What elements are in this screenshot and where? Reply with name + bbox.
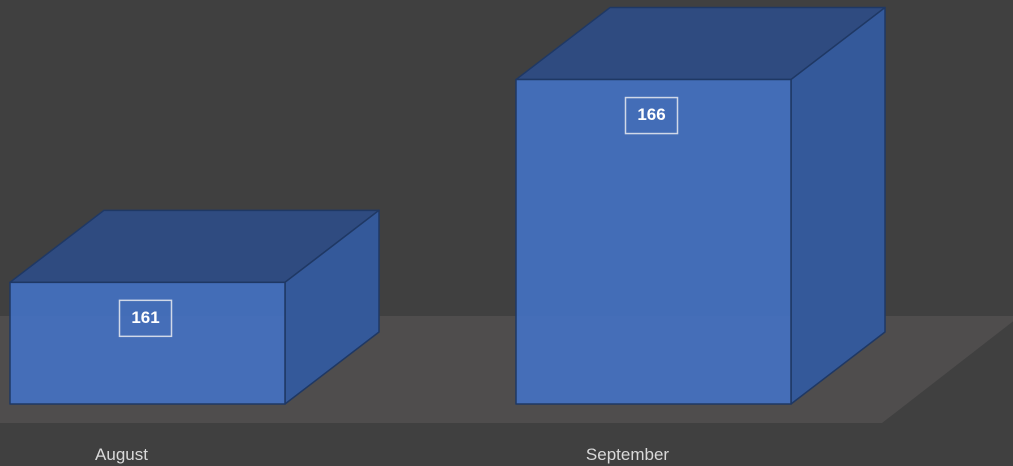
bar-front — [515, 78, 792, 405]
data-label-box — [118, 299, 173, 338]
x-tick-label: September — [586, 445, 669, 464]
data-label: 161 — [131, 308, 159, 327]
bar-front — [9, 281, 286, 405]
bar — [515, 6, 886, 405]
data-label-box — [624, 96, 679, 135]
bar — [9, 209, 380, 405]
x-tick-label: August — [95, 445, 148, 464]
data-label: 166 — [637, 105, 665, 124]
